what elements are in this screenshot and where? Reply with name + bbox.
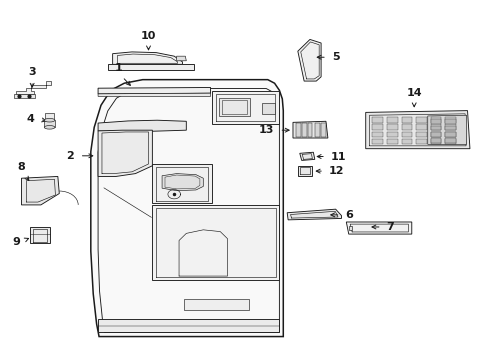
- Polygon shape: [98, 120, 186, 132]
- Polygon shape: [444, 125, 455, 130]
- Polygon shape: [286, 209, 341, 220]
- Text: 12: 12: [328, 166, 344, 176]
- Text: 2: 2: [66, 151, 74, 161]
- Polygon shape: [321, 123, 325, 136]
- Polygon shape: [444, 138, 455, 143]
- Polygon shape: [430, 126, 441, 130]
- Polygon shape: [211, 91, 279, 124]
- Polygon shape: [444, 132, 455, 137]
- Text: 6: 6: [345, 210, 352, 220]
- Text: 1: 1: [114, 63, 122, 73]
- Polygon shape: [14, 94, 35, 98]
- Polygon shape: [401, 117, 411, 123]
- Polygon shape: [401, 125, 411, 130]
- Polygon shape: [292, 121, 327, 138]
- Polygon shape: [430, 119, 441, 124]
- Polygon shape: [219, 98, 250, 116]
- Text: 11: 11: [330, 152, 346, 162]
- Polygon shape: [162, 174, 203, 191]
- Text: 9: 9: [13, 237, 20, 247]
- Polygon shape: [372, 139, 383, 144]
- Polygon shape: [386, 117, 397, 123]
- Polygon shape: [30, 227, 49, 243]
- Text: 5: 5: [331, 52, 339, 62]
- Polygon shape: [299, 152, 314, 161]
- Polygon shape: [348, 226, 351, 230]
- Polygon shape: [372, 117, 383, 123]
- Polygon shape: [183, 299, 249, 310]
- Polygon shape: [444, 126, 455, 130]
- Polygon shape: [430, 117, 441, 123]
- Polygon shape: [386, 139, 397, 144]
- Polygon shape: [297, 40, 321, 81]
- Text: 7: 7: [386, 222, 393, 232]
- Polygon shape: [430, 139, 441, 144]
- Polygon shape: [415, 117, 426, 123]
- Polygon shape: [301, 123, 306, 136]
- Polygon shape: [314, 123, 319, 136]
- Polygon shape: [430, 132, 441, 136]
- Polygon shape: [372, 125, 383, 130]
- Polygon shape: [91, 80, 283, 337]
- Polygon shape: [176, 56, 186, 61]
- Polygon shape: [430, 132, 441, 137]
- Polygon shape: [295, 123, 300, 136]
- Polygon shape: [444, 119, 455, 124]
- Ellipse shape: [44, 118, 55, 122]
- Polygon shape: [297, 166, 312, 176]
- Text: 4: 4: [26, 114, 34, 124]
- Polygon shape: [415, 132, 426, 137]
- Polygon shape: [107, 64, 193, 71]
- Polygon shape: [98, 93, 210, 96]
- Polygon shape: [152, 205, 279, 280]
- Polygon shape: [401, 139, 411, 144]
- Polygon shape: [386, 125, 397, 130]
- Polygon shape: [430, 125, 441, 130]
- Polygon shape: [386, 132, 397, 137]
- Polygon shape: [152, 164, 211, 203]
- Polygon shape: [112, 52, 182, 64]
- Polygon shape: [444, 139, 455, 144]
- Polygon shape: [346, 222, 411, 234]
- Polygon shape: [415, 139, 426, 144]
- Polygon shape: [16, 81, 50, 94]
- Ellipse shape: [44, 126, 55, 129]
- Polygon shape: [98, 87, 210, 94]
- Polygon shape: [307, 123, 312, 136]
- Text: 8: 8: [18, 162, 25, 172]
- Polygon shape: [427, 115, 466, 144]
- Polygon shape: [444, 117, 455, 123]
- Text: 3: 3: [28, 67, 36, 77]
- Text: 13: 13: [258, 125, 273, 135]
- Polygon shape: [98, 130, 152, 176]
- Polygon shape: [98, 319, 279, 332]
- Text: 14: 14: [406, 88, 421, 98]
- Polygon shape: [262, 103, 274, 114]
- Polygon shape: [415, 125, 426, 130]
- Polygon shape: [365, 111, 469, 149]
- Text: 10: 10: [141, 31, 156, 41]
- Polygon shape: [444, 132, 455, 136]
- Polygon shape: [430, 138, 441, 143]
- Polygon shape: [44, 120, 55, 127]
- Polygon shape: [21, 176, 59, 205]
- Polygon shape: [45, 113, 54, 120]
- Polygon shape: [401, 132, 411, 137]
- Polygon shape: [372, 132, 383, 137]
